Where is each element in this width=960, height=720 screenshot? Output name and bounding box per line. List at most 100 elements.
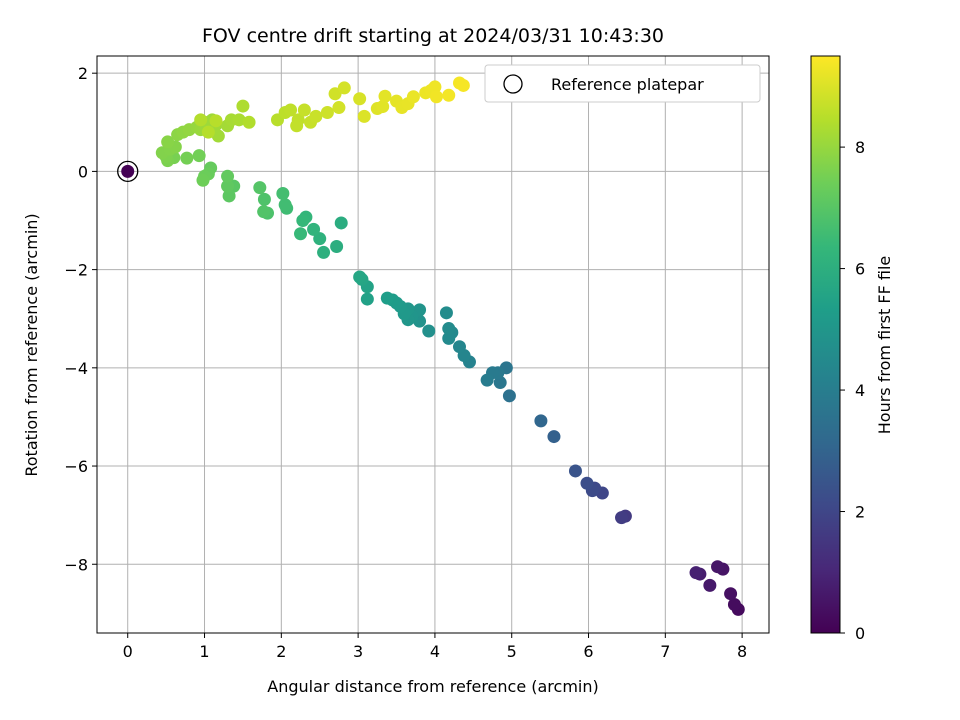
data-point bbox=[439, 306, 453, 320]
data-point bbox=[689, 566, 703, 580]
data-point bbox=[222, 189, 236, 203]
x-tick-label: 5 bbox=[507, 642, 517, 661]
data-point bbox=[493, 376, 507, 390]
data-point bbox=[442, 331, 456, 345]
data-point bbox=[180, 151, 194, 165]
data-point bbox=[357, 109, 371, 123]
data-point bbox=[278, 198, 292, 212]
x-axis-label: Angular distance from reference (arcmin) bbox=[267, 677, 598, 696]
x-tick-label: 2 bbox=[276, 642, 286, 661]
x-tick-label: 8 bbox=[737, 642, 747, 661]
data-point bbox=[192, 149, 206, 163]
data-point bbox=[502, 389, 516, 403]
data-point bbox=[313, 232, 327, 246]
data-point bbox=[196, 173, 210, 187]
data-point bbox=[452, 340, 466, 354]
data-point bbox=[297, 103, 311, 117]
data-point bbox=[534, 414, 548, 428]
y-tick-label: −8 bbox=[64, 555, 88, 574]
data-point bbox=[242, 115, 256, 129]
x-axis-ticks: 0 1 2 3 4 5 6 7 8 bbox=[123, 633, 747, 661]
plot-frame bbox=[96, 55, 770, 634]
colorbar-tick-label: 2 bbox=[855, 503, 865, 522]
data-point bbox=[317, 245, 331, 259]
x-tick-label: 0 bbox=[123, 642, 133, 661]
y-tick-label: −2 bbox=[64, 261, 88, 280]
data-point bbox=[568, 464, 582, 478]
data-point bbox=[194, 113, 208, 127]
data-point bbox=[442, 88, 456, 102]
legend: Reference platepar bbox=[484, 64, 761, 103]
data-point bbox=[724, 587, 738, 601]
chart-title: FOV centre drift starting at 2024/03/31 … bbox=[202, 25, 664, 47]
data-point bbox=[547, 430, 561, 444]
data-point bbox=[330, 240, 344, 254]
y-tick-label: 0 bbox=[78, 162, 88, 181]
data-point bbox=[456, 78, 470, 92]
data-point bbox=[236, 99, 250, 113]
data-point bbox=[257, 205, 271, 219]
data-point bbox=[320, 105, 334, 119]
data-point bbox=[232, 113, 246, 127]
y-axis-ticks: −8 −6 −4 −2 0 2 bbox=[64, 64, 97, 574]
data-points bbox=[121, 76, 745, 616]
colorbar-tick-label: 4 bbox=[855, 381, 865, 400]
data-point bbox=[703, 578, 717, 592]
data-point bbox=[161, 135, 175, 149]
data-point bbox=[615, 511, 629, 525]
y-tick-label: −6 bbox=[64, 457, 88, 476]
colorbar-label: Hours from first FF file bbox=[875, 256, 894, 435]
data-point bbox=[727, 598, 741, 612]
colorbar bbox=[810, 55, 841, 634]
data-point bbox=[711, 560, 725, 574]
data-point bbox=[442, 322, 456, 336]
data-point bbox=[309, 109, 323, 123]
data-point bbox=[211, 129, 225, 143]
legend-marker bbox=[503, 74, 523, 94]
data-point bbox=[290, 119, 304, 133]
reference-point bbox=[117, 160, 139, 183]
data-point bbox=[276, 186, 290, 200]
data-point bbox=[353, 92, 367, 106]
data-point bbox=[257, 192, 271, 206]
legend-label: Reference platepar bbox=[551, 75, 704, 94]
colorbar-tick-label: 0 bbox=[855, 624, 865, 643]
data-point bbox=[332, 101, 346, 115]
data-point bbox=[296, 214, 310, 228]
y-axis-label: Rotation from reference (arcmin) bbox=[22, 213, 41, 476]
data-point bbox=[334, 216, 348, 230]
data-point bbox=[428, 80, 442, 94]
x-tick-label: 6 bbox=[583, 642, 593, 661]
data-point bbox=[221, 169, 235, 183]
data-point bbox=[376, 100, 390, 114]
data-point bbox=[337, 81, 351, 95]
data-point bbox=[406, 90, 420, 104]
data-point bbox=[307, 222, 321, 236]
colorbar-tick-label: 6 bbox=[855, 260, 865, 279]
x-tick-label: 1 bbox=[199, 642, 209, 661]
x-tick-label: 3 bbox=[353, 642, 363, 661]
y-tick-label: −4 bbox=[64, 359, 88, 378]
data-point bbox=[378, 89, 392, 103]
data-point bbox=[284, 103, 298, 117]
data-point bbox=[209, 114, 223, 128]
colorbar-tick-label: 8 bbox=[855, 138, 865, 157]
data-point bbox=[422, 324, 436, 338]
y-tick-label: 2 bbox=[78, 64, 88, 83]
data-point bbox=[201, 125, 215, 139]
data-point bbox=[328, 87, 342, 101]
x-tick-label: 7 bbox=[660, 642, 670, 661]
data-point bbox=[253, 181, 267, 195]
data-point bbox=[429, 90, 443, 104]
data-point bbox=[580, 476, 594, 490]
colorbar-ticks: 0 2 4 6 8 bbox=[840, 138, 865, 643]
data-point bbox=[121, 164, 135, 178]
data-point bbox=[353, 270, 367, 284]
reference-marker bbox=[117, 160, 139, 183]
legend-box bbox=[484, 64, 761, 103]
x-tick-label: 4 bbox=[430, 642, 440, 661]
grid bbox=[97, 56, 769, 633]
data-point bbox=[221, 179, 235, 193]
